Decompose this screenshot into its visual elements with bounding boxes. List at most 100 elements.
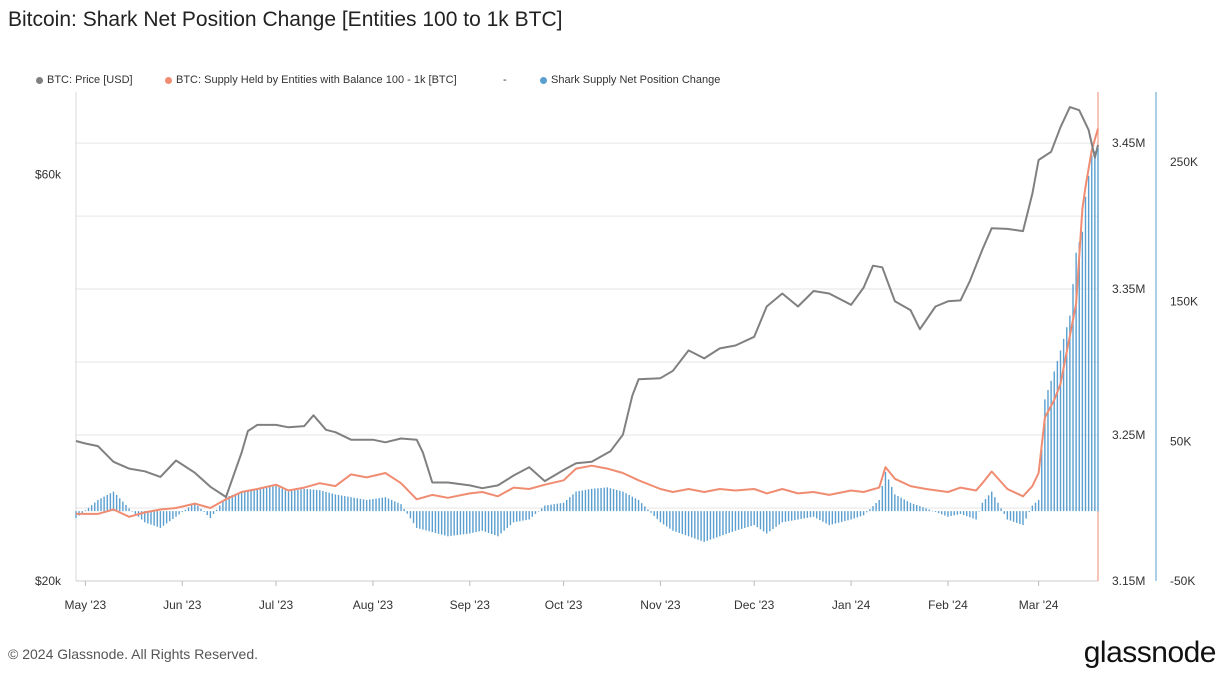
net-change-bar [528, 511, 530, 520]
x-tick-label: Aug '23 [353, 598, 394, 612]
net-change-bar [662, 511, 665, 525]
x-tick-label: Jul '23 [259, 598, 294, 612]
net-change-bar [744, 511, 746, 528]
chart-title: Bitcoin: Shark Net Position Change [Enti… [8, 8, 563, 31]
net-change-bar [1009, 511, 1012, 521]
net-change-bar [294, 490, 296, 512]
net-change-bar [903, 499, 905, 512]
net-change-bar [1025, 511, 1027, 519]
net-change-bar [875, 503, 877, 512]
net-change-bar [609, 488, 612, 512]
net-change-bar [978, 511, 980, 512]
net-change-bar [134, 511, 137, 514]
net-change-bar [1037, 499, 1040, 512]
net-change-bar [465, 511, 468, 534]
net-change-bar [816, 511, 818, 519]
net-change-bar [119, 498, 121, 512]
net-change-bar [819, 511, 821, 521]
net-change-bar [778, 511, 780, 525]
net-change-bar [415, 511, 418, 528]
net-change-bar [594, 488, 596, 512]
net-change-bar [203, 511, 205, 512]
net-change-bar [244, 491, 246, 512]
net-change-bar [716, 511, 718, 538]
legend-item-net-change[interactable]: Shark Supply Net Position Change [540, 74, 720, 86]
net-change-bar [650, 511, 652, 513]
net-change-bar [991, 491, 993, 512]
net-change-bar [850, 511, 852, 520]
net-change-bar [469, 511, 471, 534]
net-change-bar [934, 511, 937, 512]
legend-separator-label: - [503, 74, 507, 86]
net-change-bar [712, 511, 715, 539]
net-change-bar [262, 487, 265, 512]
brand-logo: glassnode [1083, 636, 1217, 669]
net-change-bar [209, 511, 212, 519]
net-change-bar [87, 507, 90, 512]
net-change-bar [125, 504, 127, 512]
net-change-bar [156, 511, 158, 527]
net-change-bar [394, 501, 396, 512]
net-change-bar [94, 502, 96, 512]
net-change-bar [831, 511, 834, 525]
net-change-bar [803, 511, 805, 519]
net-change-bar [300, 489, 302, 512]
net-change-bar [234, 493, 237, 512]
net-change-bar [981, 502, 984, 512]
net-change-bar [378, 498, 380, 512]
net-change-bar [625, 493, 627, 512]
net-change-bar [647, 509, 649, 512]
net-change-bar [459, 511, 462, 535]
net-change-bar [825, 511, 827, 524]
net-change-bar [1019, 511, 1021, 524]
net-change-bar [553, 504, 555, 512]
net-change-bar [828, 511, 830, 526]
net-change-bar [741, 511, 743, 529]
net-change-bar [100, 498, 102, 512]
net-change-bar [684, 511, 687, 536]
net-change-bar [1047, 390, 1049, 512]
net-change-bar [587, 489, 590, 512]
net-change-bar [866, 511, 868, 513]
net-change-bar [409, 511, 412, 519]
net-change-tick-label: 150K [1170, 295, 1198, 309]
net-change-bar [106, 494, 108, 512]
net-change-bar [794, 511, 796, 521]
net-change-bar [212, 511, 215, 514]
net-change-tick-label: 250K [1170, 155, 1198, 169]
net-change-bar [644, 506, 646, 512]
net-change-bar [372, 499, 374, 512]
net-change-bar [672, 511, 674, 531]
net-change-bar [1091, 154, 1093, 512]
net-change-bar [787, 511, 790, 522]
net-change-bar [822, 511, 824, 522]
net-change-bar [975, 511, 977, 520]
net-change-bar [369, 499, 371, 512]
net-change-bar [687, 511, 690, 537]
net-change-bar [997, 502, 999, 512]
net-change-bar [322, 491, 324, 512]
net-change-bar [297, 489, 299, 512]
net-change-bar [637, 499, 640, 512]
net-change-bar [725, 511, 727, 535]
legend-item-price[interactable]: BTC: Price [USD] [36, 74, 133, 86]
net-change-bar [665, 511, 668, 527]
net-change-bar [884, 472, 887, 512]
net-change-bar [128, 508, 130, 512]
net-change-bar [906, 501, 909, 512]
net-change-bar [284, 490, 287, 512]
legend-item-supply[interactable]: BTC: Supply Held by Entities with Balanc… [165, 74, 457, 86]
net-change-bar [709, 511, 712, 540]
supply-line [76, 128, 1099, 518]
net-change-bar [781, 511, 784, 523]
net-change-bar [634, 498, 637, 512]
net-change-bar [431, 511, 433, 533]
price-line [75, 106, 1099, 498]
net-change-bar [140, 511, 143, 520]
net-change-bar [172, 511, 174, 519]
net-change-bar [837, 511, 840, 523]
net-change-bar [931, 510, 934, 512]
net-change-bar [150, 511, 152, 525]
net-change-bar [691, 511, 693, 538]
net-change-bar [731, 511, 734, 532]
